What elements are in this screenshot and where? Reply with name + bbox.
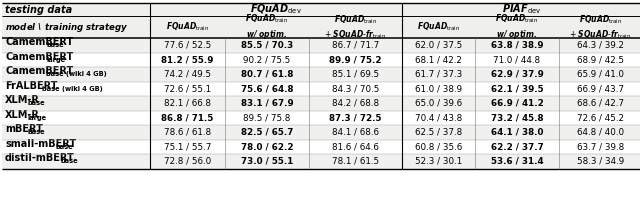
Text: large: large xyxy=(28,115,47,121)
Text: 68.9 / 42.5: 68.9 / 42.5 xyxy=(577,55,624,64)
Text: 65.9 / 41.0: 65.9 / 41.0 xyxy=(577,70,624,79)
Text: 84.2 / 68.8: 84.2 / 68.8 xyxy=(332,99,379,108)
Text: 64.1 / 38.0: 64.1 / 38.0 xyxy=(491,128,543,137)
Text: 72.6 / 45.2: 72.6 / 45.2 xyxy=(577,113,624,122)
Bar xyxy=(2,82,640,96)
Text: 63.7 / 39.8: 63.7 / 39.8 xyxy=(577,142,624,151)
Text: 78.6 / 61.8: 78.6 / 61.8 xyxy=(164,128,211,137)
Text: 73.0 / 55.1: 73.0 / 55.1 xyxy=(241,157,293,166)
Text: 80.7 / 61.8: 80.7 / 61.8 xyxy=(241,70,293,79)
Text: CamemBERT: CamemBERT xyxy=(5,37,73,47)
Text: 84.1 / 68.6: 84.1 / 68.6 xyxy=(332,128,379,137)
Text: 70.4 / 43.8: 70.4 / 43.8 xyxy=(415,113,462,122)
Text: 86.7 / 71.7: 86.7 / 71.7 xyxy=(332,41,379,50)
Text: 64.3 / 39.2: 64.3 / 39.2 xyxy=(577,41,624,50)
Text: 85.5 / 70.3: 85.5 / 70.3 xyxy=(241,41,293,50)
Text: CamemBERT: CamemBERT xyxy=(5,52,73,62)
Text: distil-mBERT: distil-mBERT xyxy=(5,153,75,163)
Text: base (wiki 4 GB): base (wiki 4 GB) xyxy=(42,86,102,92)
Text: 62.9 / 37.9: 62.9 / 37.9 xyxy=(491,70,543,79)
Bar xyxy=(2,16,640,38)
Text: base (wiki 4 GB): base (wiki 4 GB) xyxy=(46,72,107,77)
Text: 68.1 / 42.2: 68.1 / 42.2 xyxy=(415,55,462,64)
Text: 72.6 / 55.1: 72.6 / 55.1 xyxy=(164,84,211,93)
Bar xyxy=(2,67,640,82)
Text: 82.1 / 66.8: 82.1 / 66.8 xyxy=(164,99,211,108)
Text: 63.8 / 38.9: 63.8 / 38.9 xyxy=(491,41,543,50)
Text: 61.7 / 37.3: 61.7 / 37.3 xyxy=(415,70,462,79)
Text: 66.9 / 43.7: 66.9 / 43.7 xyxy=(577,84,624,93)
Text: base: base xyxy=(28,100,45,106)
Text: $\bfit{FQuAD}_{\rm train}$: $\bfit{FQuAD}_{\rm train}$ xyxy=(166,21,209,33)
Bar xyxy=(2,3,640,16)
Text: base: base xyxy=(28,129,45,136)
Text: 71.0 / 44.8: 71.0 / 44.8 xyxy=(493,55,541,64)
Text: 75.1 / 55.7: 75.1 / 55.7 xyxy=(164,142,211,151)
Text: 78.1 / 61.5: 78.1 / 61.5 xyxy=(332,157,379,166)
Text: large: large xyxy=(46,57,65,63)
Bar xyxy=(2,52,640,67)
Text: 90.2 / 75.5: 90.2 / 75.5 xyxy=(243,55,291,64)
Text: 61.0 / 38.9: 61.0 / 38.9 xyxy=(415,84,462,93)
Text: XLM-R: XLM-R xyxy=(5,110,40,120)
Text: 81.2 / 55.9: 81.2 / 55.9 xyxy=(161,55,214,64)
Bar xyxy=(2,125,640,139)
Text: 73.2 / 45.8: 73.2 / 45.8 xyxy=(491,113,543,122)
Text: 53.6 / 31.4: 53.6 / 31.4 xyxy=(491,157,543,166)
Text: $\bfit{FQuAD}_{\rm train}$: $\bfit{FQuAD}_{\rm train}$ xyxy=(417,21,460,33)
Text: 85.1 / 69.5: 85.1 / 69.5 xyxy=(332,70,379,79)
Bar xyxy=(2,111,640,125)
Text: $\bfit{FQuAD}_{\rm train}$
$\bfit{w/\ optim.}$: $\bfit{FQuAD}_{\rm train}$ $\bfit{w/\ op… xyxy=(495,13,539,41)
Bar xyxy=(2,96,640,111)
Text: base: base xyxy=(60,158,78,164)
Text: 74.2 / 49.5: 74.2 / 49.5 xyxy=(164,70,211,79)
Text: CamemBERT: CamemBERT xyxy=(5,66,73,76)
Text: 62.2 / 37.7: 62.2 / 37.7 xyxy=(491,142,543,151)
Text: 89.9 / 75.2: 89.9 / 75.2 xyxy=(329,55,381,64)
Text: 62.5 / 37.8: 62.5 / 37.8 xyxy=(415,128,462,137)
Text: $\bfit{FQuAD}_{\rm dev}$: $\bfit{FQuAD}_{\rm dev}$ xyxy=(250,3,302,16)
Text: 68.6 / 42.7: 68.6 / 42.7 xyxy=(577,99,624,108)
Text: FrALBERT: FrALBERT xyxy=(5,81,58,91)
Bar xyxy=(2,154,640,168)
Text: mBERT: mBERT xyxy=(5,124,43,134)
Text: 77.6 / 52.5: 77.6 / 52.5 xyxy=(164,41,211,50)
Bar xyxy=(2,38,640,52)
Text: 86.8 / 71.5: 86.8 / 71.5 xyxy=(161,113,214,122)
Text: 89.5 / 75.8: 89.5 / 75.8 xyxy=(243,113,291,122)
Text: base: base xyxy=(56,144,73,150)
Text: 78.0 / 62.2: 78.0 / 62.2 xyxy=(241,142,293,151)
Text: 58.3 / 34.9: 58.3 / 34.9 xyxy=(577,157,624,166)
Text: 81.6 / 64.6: 81.6 / 64.6 xyxy=(332,142,379,151)
Text: small-mBERT: small-mBERT xyxy=(5,139,76,149)
Text: 62.0 / 37.5: 62.0 / 37.5 xyxy=(415,41,462,50)
Text: $\bfit{FQuAD}_{\rm train}$
$\bfit{w/\ optim.}$: $\bfit{FQuAD}_{\rm train}$ $\bfit{w/\ op… xyxy=(245,13,289,41)
Text: 65.0 / 39.6: 65.0 / 39.6 xyxy=(415,99,462,108)
Text: XLM-R: XLM-R xyxy=(5,95,40,105)
Text: 66.9 / 41.2: 66.9 / 41.2 xyxy=(491,99,543,108)
Text: 64.8 / 40.0: 64.8 / 40.0 xyxy=(577,128,624,137)
Text: 84.3 / 70.5: 84.3 / 70.5 xyxy=(332,84,379,93)
Text: $\bfit{model}$ $\bfit{\backslash}$ $\bfit{training\ strategy}$: $\bfit{model}$ $\bfit{\backslash}$ $\bfi… xyxy=(5,20,129,33)
Text: $\bfit{FQuAD}_{\rm train}$
$+\ \bfit{SQuAD\text{-}fr}_{\rm train}$: $\bfit{FQuAD}_{\rm train}$ $+\ \bfit{SQu… xyxy=(324,13,387,41)
Text: 52.3 / 30.1: 52.3 / 30.1 xyxy=(415,157,462,166)
Text: 60.8 / 35.6: 60.8 / 35.6 xyxy=(415,142,462,151)
Text: testing data: testing data xyxy=(5,5,72,15)
Text: 72.8 / 56.0: 72.8 / 56.0 xyxy=(164,157,211,166)
Text: $\bfit{PIAF}_{\rm dev}$: $\bfit{PIAF}_{\rm dev}$ xyxy=(502,3,541,16)
Text: 82.5 / 65.7: 82.5 / 65.7 xyxy=(241,128,293,137)
Bar xyxy=(2,139,640,154)
Text: $\bfit{FQuAD}_{\rm train}$
$+\ \bfit{SQuAD\text{-}fr}_{\rm train}$: $\bfit{FQuAD}_{\rm train}$ $+\ \bfit{SQu… xyxy=(569,13,632,41)
Text: base: base xyxy=(46,42,64,48)
Text: 62.1 / 39.5: 62.1 / 39.5 xyxy=(491,84,543,93)
Text: 83.1 / 67.9: 83.1 / 67.9 xyxy=(241,99,293,108)
Text: 87.3 / 72.5: 87.3 / 72.5 xyxy=(329,113,381,122)
Text: 75.6 / 64.8: 75.6 / 64.8 xyxy=(241,84,293,93)
